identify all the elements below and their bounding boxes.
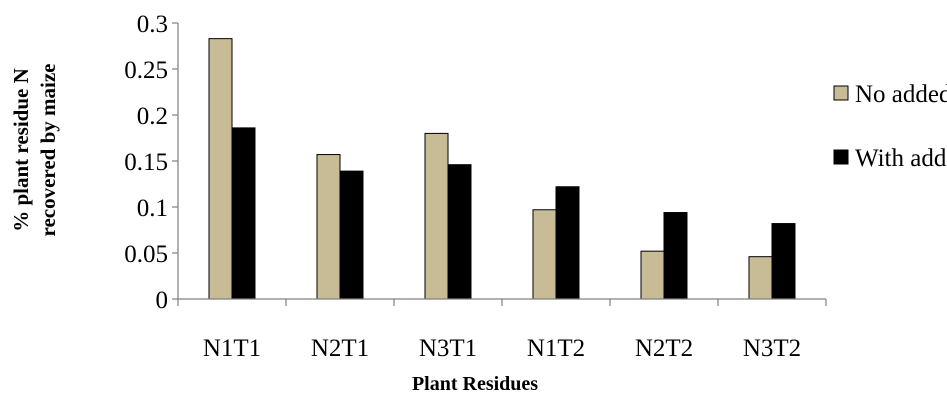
y-tick-label: 0.3 (137, 11, 168, 38)
bar-N2T2-series-2 (663, 212, 688, 300)
y-tick-label: 0 (156, 287, 169, 314)
bar-N2T2-series-1 (640, 250, 665, 300)
bar-N1T1-series-1 (208, 38, 233, 300)
bar-N3T2-series-1 (748, 256, 773, 300)
y-tick-label: 0.2 (137, 103, 168, 130)
bar-N2T1-series-1 (316, 154, 341, 300)
bar-N3T1-series-1 (424, 132, 449, 300)
axes (177, 23, 826, 300)
y-tick-label: 0.15 (124, 149, 168, 176)
bar-N1T1-series-2 (231, 127, 256, 300)
y-axis-label-line-1: % plant residue N (9, 68, 33, 232)
bar-N3T2-series-2 (771, 223, 796, 300)
x-tick-label-N3T1: N3T1 (419, 335, 477, 362)
bar-N1T2-series-1 (532, 209, 557, 300)
y-axis-label-line-2: recovered by maize (36, 64, 60, 237)
y-tick-label: 0.25 (124, 57, 168, 84)
x-axis-label: Plant Residues (412, 373, 538, 395)
y-tick-label: 0.05 (124, 241, 168, 268)
legend: No added NR With added NR (833, 81, 947, 172)
x-tick-label-N3T2: N3T2 (743, 335, 801, 362)
legend-swatch-series-2 (833, 149, 849, 165)
legend-label-series-1: No added NR (855, 81, 947, 108)
x-tick-label-N2T2: N2T2 (635, 335, 693, 362)
x-tick-label-N1T1: N1T1 (203, 335, 261, 362)
bar-N1T2-series-2 (555, 186, 580, 300)
legend-label-series-2: With added NR (855, 145, 947, 172)
legend-swatch-series-1 (833, 85, 849, 101)
y-tick-label: 0.1 (137, 195, 168, 222)
x-tick-label-N2T1: N2T1 (311, 335, 369, 362)
tick-labels: 0 0.05 0.1 0.15 0.2 0.25 0.3 N1T1 N2T1 N3T1 N1T2 N2… (124, 11, 827, 362)
bar-N2T1-series-2 (339, 170, 364, 300)
bar-N3T1-series-2 (447, 164, 472, 300)
x-tick-label-N1T2: N1T2 (527, 335, 585, 362)
bars (208, 38, 796, 300)
